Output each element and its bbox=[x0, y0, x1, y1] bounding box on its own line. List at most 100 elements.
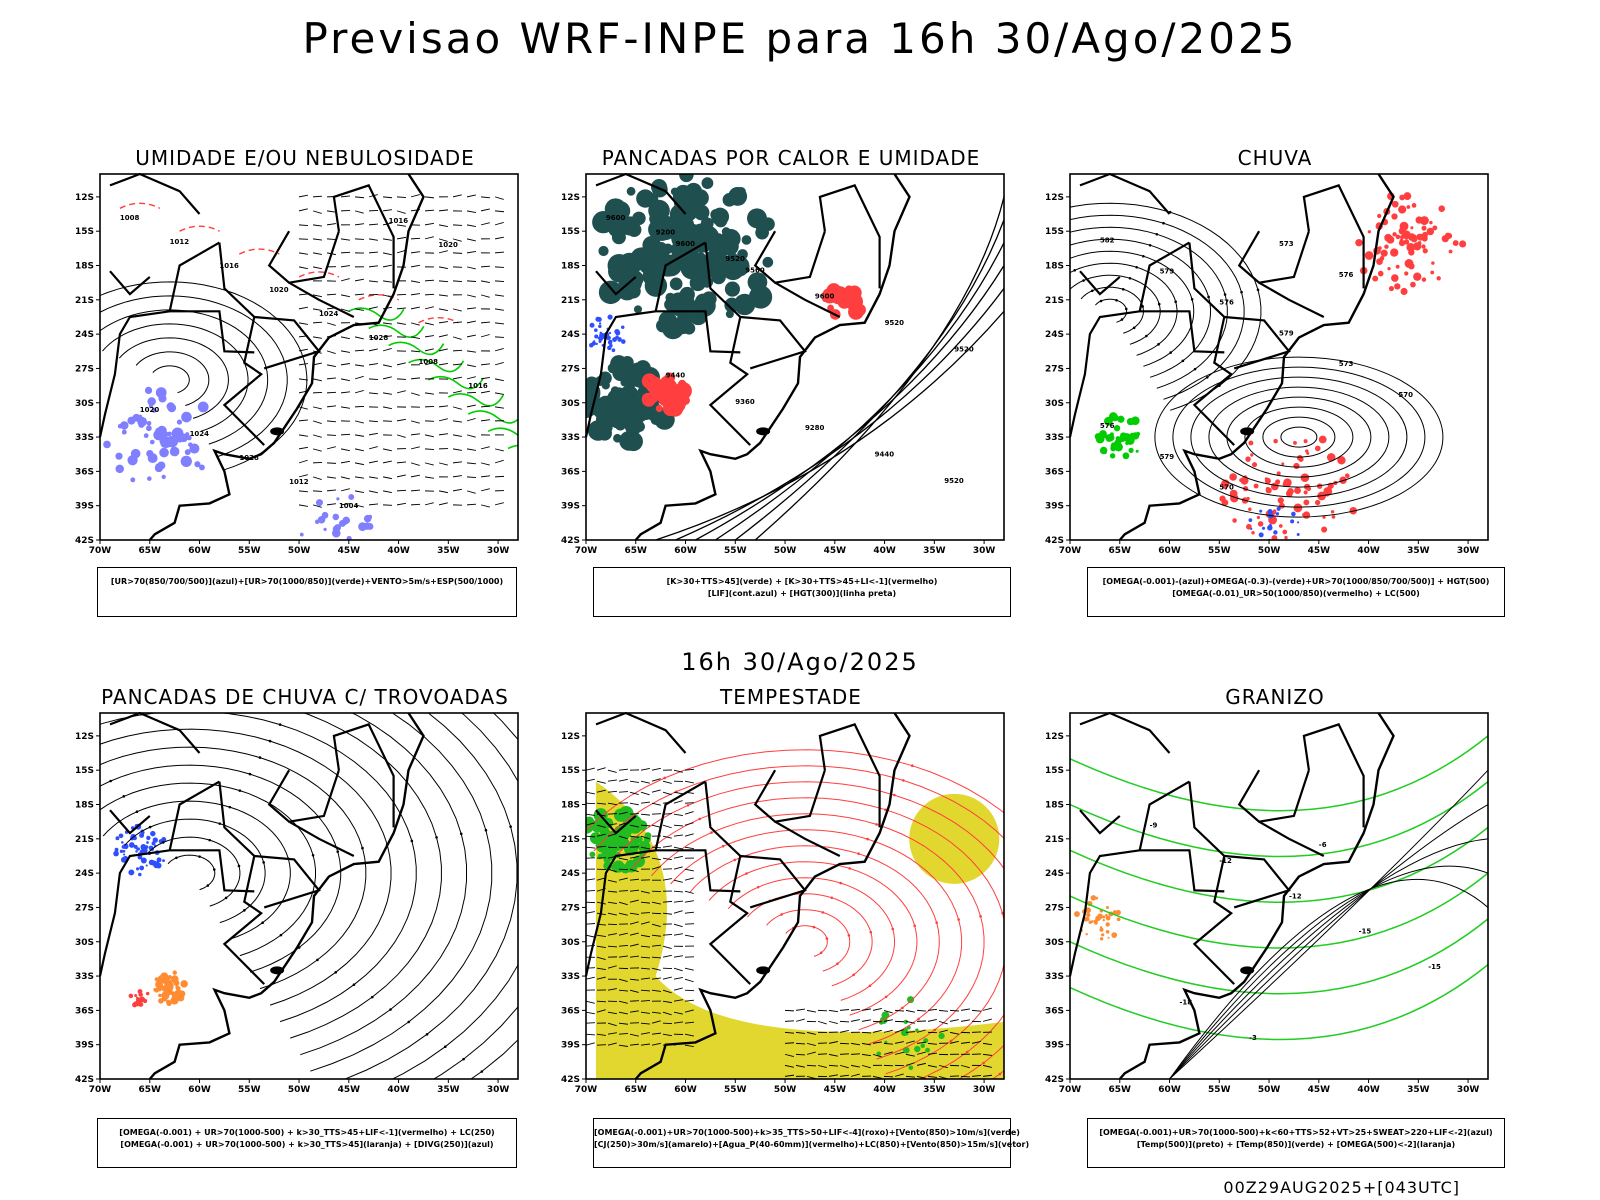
humidity-low-contour bbox=[507, 444, 518, 450]
rain-area bbox=[1388, 285, 1395, 292]
rain-area bbox=[1219, 495, 1226, 502]
political-border bbox=[1237, 230, 1310, 284]
lat-tick-label: 39S bbox=[75, 1041, 94, 1051]
divergence-area bbox=[119, 849, 124, 853]
wind-vector bbox=[673, 890, 684, 893]
wind-vector bbox=[906, 1075, 916, 1078]
lifted-index-contour bbox=[591, 341, 597, 346]
omega-area bbox=[1095, 896, 1099, 900]
streamline-arrow bbox=[1157, 302, 1161, 306]
wind-vector bbox=[438, 224, 448, 228]
wind-vector bbox=[480, 446, 490, 450]
wind-vector bbox=[662, 857, 672, 861]
streamline bbox=[290, 713, 442, 1039]
wind-vector bbox=[586, 923, 596, 925]
streamline-arrow bbox=[352, 983, 356, 987]
humidity-low-contour bbox=[447, 393, 505, 407]
wind-vector bbox=[596, 956, 606, 960]
lat-tick-label: 36S bbox=[561, 467, 580, 477]
rain-area bbox=[1252, 462, 1258, 468]
wind-vector bbox=[906, 1031, 916, 1033]
rain-area bbox=[1281, 462, 1285, 466]
wind-vector bbox=[872, 1075, 882, 1079]
streamline-arrow bbox=[1121, 287, 1125, 291]
streamline-arrow bbox=[336, 850, 340, 853]
streamline-arrow bbox=[1073, 269, 1077, 272]
wind-vector bbox=[382, 238, 393, 241]
streamline-arrow bbox=[370, 995, 374, 999]
map-content: 1008 1012 1016 1020 1024 1028 1008 1016 1020 1024… bbox=[100, 194, 518, 540]
lagoon bbox=[1240, 427, 1255, 436]
political-border bbox=[1224, 315, 1291, 370]
divergence-area bbox=[151, 860, 157, 866]
streamline-arrow bbox=[910, 764, 914, 768]
political-border bbox=[109, 172, 201, 215]
wind-vector bbox=[369, 251, 379, 254]
wind-vector bbox=[960, 1008, 971, 1011]
divergence-area bbox=[123, 853, 126, 856]
wind-vector bbox=[640, 989, 651, 992]
wind-vector bbox=[368, 336, 378, 340]
streamline-arrow bbox=[238, 789, 242, 792]
wind-vector bbox=[494, 502, 504, 506]
omega-area bbox=[1290, 519, 1295, 524]
coastline bbox=[634, 712, 911, 1080]
wind-vector bbox=[861, 1019, 871, 1022]
wind-vector bbox=[425, 209, 435, 212]
contour-label: 1016 bbox=[219, 262, 239, 270]
rain-area bbox=[1302, 511, 1311, 519]
streamline-arrow bbox=[243, 909, 246, 912]
wind-vector bbox=[673, 933, 683, 936]
contour-label: 570 bbox=[1219, 484, 1234, 492]
streamline bbox=[300, 713, 467, 1056]
lat-tick-label: 15S bbox=[75, 766, 94, 776]
wind-vector bbox=[673, 977, 683, 980]
lon-tick-label: 70W bbox=[1059, 1085, 1082, 1095]
wind-vector bbox=[651, 1042, 661, 1046]
humidity-area bbox=[138, 421, 145, 428]
wind-vector bbox=[368, 490, 378, 494]
omega-area bbox=[1086, 912, 1091, 918]
wind-vector bbox=[312, 238, 323, 241]
wind-vector bbox=[340, 363, 351, 366]
wind-vector bbox=[684, 877, 694, 881]
wind-vector bbox=[369, 420, 379, 423]
wind-vector bbox=[795, 1064, 805, 1068]
lat-tick-label: 42S bbox=[1045, 1075, 1064, 1085]
wind-vector bbox=[410, 251, 421, 254]
contour-label: 576 bbox=[1219, 298, 1234, 306]
contour-label: -6 bbox=[1319, 841, 1327, 849]
instability-area bbox=[741, 235, 752, 245]
rain-area bbox=[1438, 205, 1446, 212]
divergence-area bbox=[128, 842, 135, 848]
contour-label: 9440 bbox=[666, 372, 686, 380]
lon-tick-label: 45W bbox=[338, 546, 361, 556]
wind-vector bbox=[438, 405, 449, 408]
rain-area bbox=[1250, 453, 1254, 457]
streamline bbox=[391, 713, 518, 1079]
legend-line: [OMEGA(-0.001)+UR>70(1000-500)+k<60+TTS>… bbox=[1099, 1128, 1493, 1137]
wind-vector bbox=[340, 406, 351, 409]
wind-vector bbox=[480, 196, 491, 199]
wind-vector bbox=[453, 224, 463, 226]
wind-vector bbox=[618, 955, 628, 958]
wind-vector bbox=[684, 833, 694, 837]
wind-vector bbox=[662, 945, 672, 950]
lifted-index-contour bbox=[595, 316, 601, 322]
streamline-arrow bbox=[1056, 249, 1059, 252]
lon-tick-label: 30W bbox=[973, 546, 996, 556]
rain-area bbox=[1300, 473, 1310, 482]
contour-label: -18 bbox=[1179, 999, 1192, 1007]
streamline-arrow bbox=[1157, 343, 1160, 346]
wind-vector bbox=[640, 835, 650, 840]
wind-vector bbox=[596, 945, 606, 949]
rain-area bbox=[1272, 510, 1277, 515]
wind-vector bbox=[927, 1042, 938, 1045]
wind-vector bbox=[673, 910, 683, 914]
streamline-arrow bbox=[1141, 305, 1145, 308]
wind-vector bbox=[596, 833, 606, 837]
legend-granizo: [OMEGA(-0.001)+UR>70(1000-500)+k<60+TTS>… bbox=[1087, 1118, 1505, 1168]
wind-vector bbox=[396, 210, 406, 214]
streamline-arrow bbox=[1145, 334, 1148, 338]
lat-tick-label: 33S bbox=[75, 972, 94, 982]
